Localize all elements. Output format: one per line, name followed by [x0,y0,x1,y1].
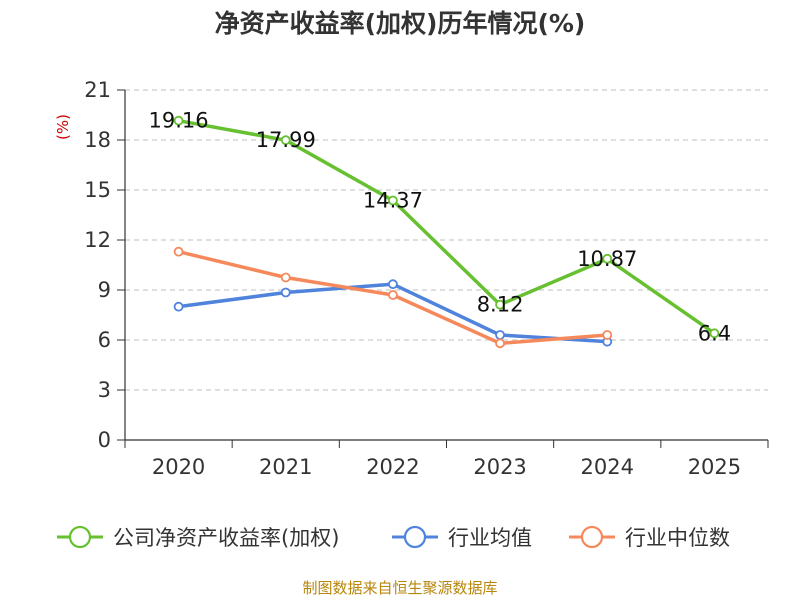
data-label: 8.12 [477,293,524,317]
y-tick-label: 6 [98,328,111,352]
legend-item-1[interactable]: 行业均值 [392,525,532,550]
data-source-note: 制图数据来自恒生聚源数据库 [302,579,497,597]
data-label: 19.16 [149,109,209,133]
series-0 [173,115,720,339]
data-point[interactable] [602,330,613,340]
data-point[interactable] [280,287,291,298]
data-point[interactable] [388,290,398,300]
y-tick-label: 18 [84,128,111,152]
x-tick-label: 2023 [473,455,526,479]
x-tick-label: 2025 [688,455,741,479]
y-tick-label: 12 [84,228,111,252]
grid-lines [125,89,768,391]
y-tick-label: 9 [98,278,111,302]
series-1 [173,279,613,347]
legend-label: 行业中位数 [625,526,730,550]
data-labels: 19.16 17.99 14.37 8.12 10.87 6.4 [149,109,732,346]
y-tick-label: 21 [84,78,111,102]
legend-swatch-marker [68,525,92,549]
series-line [178,118,716,335]
data-point[interactable] [388,279,398,290]
legend-label: 公司净资产收益率(加权) [113,526,339,550]
legend-item-0[interactable]: 公司净资产收益率(加权) [57,525,339,550]
legend-item-2[interactable]: 行业中位数 [569,525,730,550]
data-label: 14.37 [363,189,423,213]
data-point[interactable] [495,299,505,310]
y-axis-unit-label: (%) [54,114,72,140]
axes: 0 3 6 9 12 15 18 21 2020 2021 2022 2023 2024 2025 [84,78,769,479]
series-lines [173,115,720,349]
data-point[interactable] [388,195,398,206]
data-label: 10.87 [577,247,637,271]
data-point[interactable] [173,246,184,257]
x-tick-label: 2020 [152,455,205,479]
data-point[interactable] [173,115,184,126]
series-2 [173,246,613,349]
chart-title: 净资产收益率(加权)历年情况(%) [215,9,586,38]
x-tick-label: 2022 [366,455,419,479]
data-point[interactable] [602,253,613,264]
x-tick-label: 2021 [259,455,312,479]
data-point[interactable] [280,135,291,146]
legend-swatch-marker [403,525,427,549]
y-tick-label: 3 [98,378,111,402]
x-tick-label: 2024 [581,455,634,479]
data-point[interactable] [495,338,505,349]
data-point[interactable] [280,272,291,283]
data-point[interactable] [173,301,184,312]
legend-swatch-marker [580,525,604,549]
data-point[interactable] [709,328,720,339]
data-point[interactable] [495,330,505,340]
y-tick-label: 0 [98,428,111,452]
y-tick-label: 15 [84,178,111,202]
legend-label: 行业均值 [448,526,532,550]
data-label: 17.99 [256,128,316,152]
legend[interactable]: 公司净资产收益率(加权) 行业均值 行业中位数 [57,525,730,550]
data-label: 6.4 [698,321,731,345]
